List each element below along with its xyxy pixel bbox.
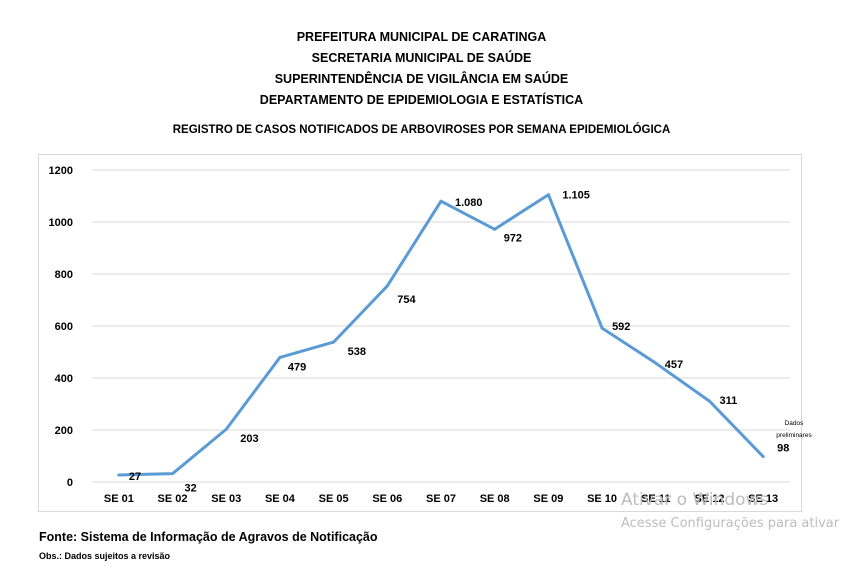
x-tick-label: SE 10 [587, 493, 617, 505]
data-label: 457 [665, 359, 683, 371]
x-tick-label: SE 13 [748, 493, 778, 505]
header-line-1: PREFEITURA MUNICIPAL DE CARATINGA [296, 30, 547, 44]
activation-watermark-text: Acesse Configurações para ativar [621, 516, 840, 531]
data-label: 27 [129, 471, 141, 483]
data-point [439, 199, 443, 203]
x-tick-label: SE 11 [641, 493, 670, 505]
data-label: 98 [777, 443, 789, 455]
annotation-label: preliminares [776, 432, 812, 439]
y-tick-label: 800 [55, 269, 73, 281]
data-label: 754 [397, 294, 416, 306]
x-tick-label: SE 02 [158, 493, 188, 505]
y-tick-label: 1000 [49, 217, 73, 229]
chart-title: REGISTRO DE CASOS NOTIFICADOS DE ARBOVIR… [172, 124, 671, 136]
data-point [332, 340, 336, 344]
x-tick-label: SE 09 [533, 493, 563, 505]
x-tick-label: SE 01 [104, 493, 134, 505]
data-label: 479 [288, 361, 306, 373]
data-label: 538 [348, 346, 366, 358]
header-line-3: SUPERINTENDÊNCIA DE VIGILÂNCIA EM SAÚDE [274, 72, 569, 86]
data-label: 203 [240, 433, 258, 445]
x-tick-label: SE 08 [480, 493, 510, 505]
data-label: 972 [504, 232, 522, 244]
x-tick-label: SE 03 [211, 493, 241, 505]
header-line-4: DEPARTAMENTO DE EPIDEMIOLOGIA E ESTATÍST… [259, 93, 584, 107]
data-point [224, 427, 228, 431]
data-point [278, 355, 282, 359]
x-tick-label: SE 12 [694, 493, 724, 505]
x-tick-label: SE 04 [265, 493, 296, 505]
source-note: Fonte: Sistema de Informação de Agravos … [39, 530, 378, 544]
data-point [761, 455, 765, 459]
x-tick-label: SE 06 [372, 493, 402, 505]
chart-area [38, 154, 802, 512]
data-label: 311 [719, 395, 737, 407]
y-tick-label: 600 [55, 321, 73, 333]
data-point [117, 473, 121, 477]
y-tick-label: 400 [55, 373, 73, 385]
x-tick-label: SE 07 [426, 493, 456, 505]
x-tick-label: SE 05 [319, 493, 349, 505]
data-point [546, 193, 550, 197]
data-label: 32 [185, 483, 197, 495]
data-point [385, 284, 389, 288]
data-point [171, 472, 175, 476]
data-point [493, 227, 497, 231]
data-point [707, 399, 711, 403]
data-label: 592 [612, 321, 630, 333]
y-tick-label: 1200 [49, 165, 73, 177]
activation-watermark-title: Ativar o Windows [621, 490, 769, 510]
data-point [654, 361, 658, 365]
series-line [117, 193, 765, 477]
header-line-2: SECRETARIA MUNICIPAL DE SAÚDE [311, 51, 532, 65]
data-label: 1.080 [455, 197, 483, 209]
data-label: 1.105 [562, 190, 590, 202]
observation-note: Obs.: Dados sujeitos a revisão [39, 551, 171, 561]
y-tick-label: 0 [67, 477, 73, 489]
y-tick-label: 200 [55, 425, 73, 437]
annotation-label: Dados [785, 420, 805, 427]
data-point [600, 326, 604, 330]
